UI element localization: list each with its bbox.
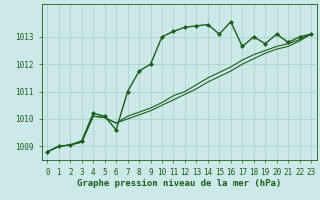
X-axis label: Graphe pression niveau de la mer (hPa): Graphe pression niveau de la mer (hPa) bbox=[77, 179, 281, 188]
